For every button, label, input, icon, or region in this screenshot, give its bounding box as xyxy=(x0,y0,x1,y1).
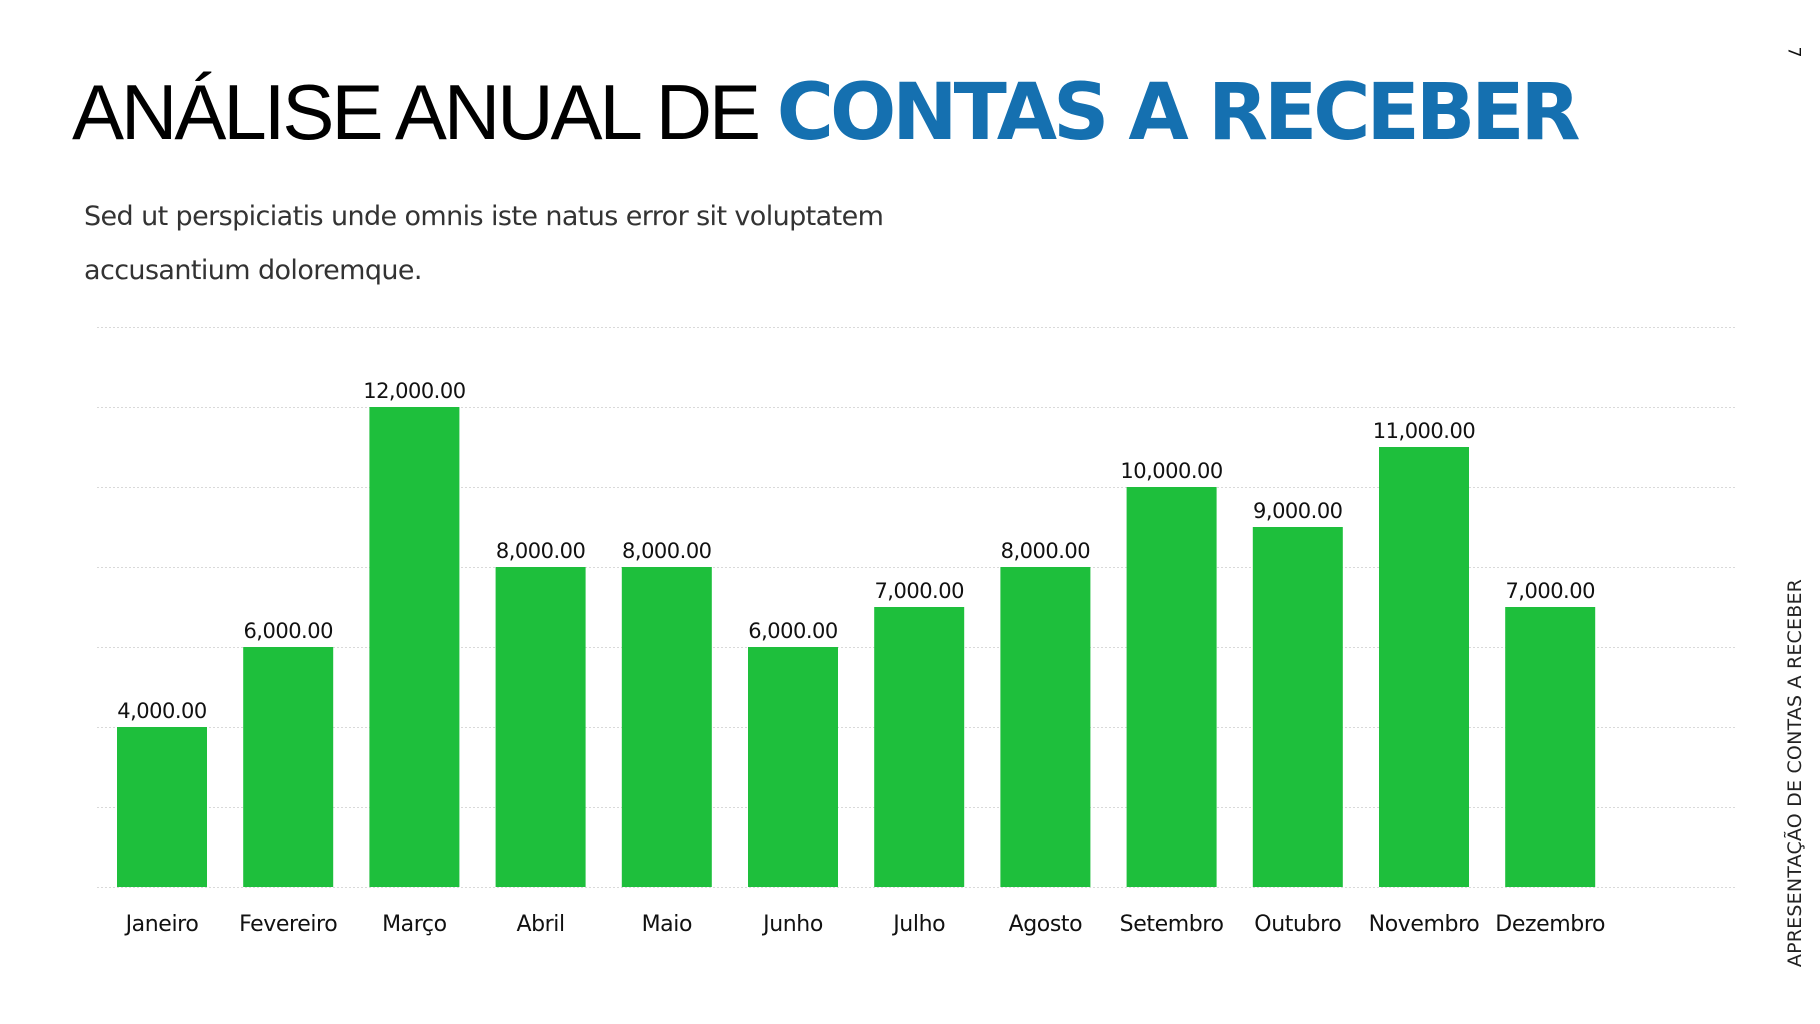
bar-janeiro xyxy=(117,727,207,887)
data-label: 7,000.00 xyxy=(1505,579,1595,603)
bars xyxy=(117,407,1596,887)
bar-setembro xyxy=(1126,487,1217,887)
data-label: 9,000.00 xyxy=(1253,499,1343,523)
category-label: Dezembro xyxy=(1495,912,1605,937)
category-label: Novembro xyxy=(1369,912,1480,937)
category-label: Abril xyxy=(516,912,564,937)
title-light-part: ANÁLISE ANUAL DE xyxy=(72,68,777,156)
bar-dezembro xyxy=(1505,607,1596,887)
bar-fevereiro xyxy=(243,647,334,887)
category-labels: Janeiro Fevereiro Março Abril Maio Junho Julho… xyxy=(124,912,1606,937)
data-label: 10,000.00 xyxy=(1120,459,1222,483)
category-label: Maio xyxy=(642,912,692,937)
title-accent-part: CONTAS A RECEBER xyxy=(776,68,1581,158)
category-label: Janeiro xyxy=(124,912,199,937)
bar-maio xyxy=(621,567,712,887)
category-label: Outubro xyxy=(1254,912,1341,937)
bar-março xyxy=(369,407,460,887)
data-label: 4,000.00 xyxy=(117,699,207,723)
subtitle: Sed ut perspiciatis unde omnis iste natu… xyxy=(84,190,1004,298)
subtitle-line-2: accusantium doloremque. xyxy=(84,255,423,286)
data-label: 12,000.00 xyxy=(363,379,465,403)
category-label: Julho xyxy=(891,912,945,937)
subtitle-line-1: Sed ut perspiciatis unde omnis iste natu… xyxy=(84,201,884,232)
data-label: 6,000.00 xyxy=(243,619,333,643)
category-label: Fevereiro xyxy=(239,912,337,937)
bar-agosto xyxy=(1000,567,1091,887)
category-label: Setembro xyxy=(1120,912,1224,937)
category-label: Junho xyxy=(761,912,823,937)
data-label: 8,000.00 xyxy=(496,539,586,563)
data-label: 8,000.00 xyxy=(622,539,712,563)
data-label: 11,000.00 xyxy=(1373,419,1475,443)
category-label: Agosto xyxy=(1009,912,1083,937)
bar-junho xyxy=(748,647,838,887)
bar-abril xyxy=(495,567,586,887)
data-label: 8,000.00 xyxy=(1001,539,1091,563)
bar-outubro xyxy=(1252,527,1343,887)
bar-julho xyxy=(874,607,965,887)
data-label: 6,000.00 xyxy=(748,619,838,643)
data-labels: 4,000.00 6,000.00 12,000.00 8,000.00 8,000.0… xyxy=(117,379,1595,723)
category-label: Março xyxy=(382,912,447,937)
data-label: 7,000.00 xyxy=(874,579,964,603)
page-title: ANÁLISE ANUAL DE CONTAS A RECEBER xyxy=(72,62,1581,163)
bar-novembro xyxy=(1379,447,1469,887)
